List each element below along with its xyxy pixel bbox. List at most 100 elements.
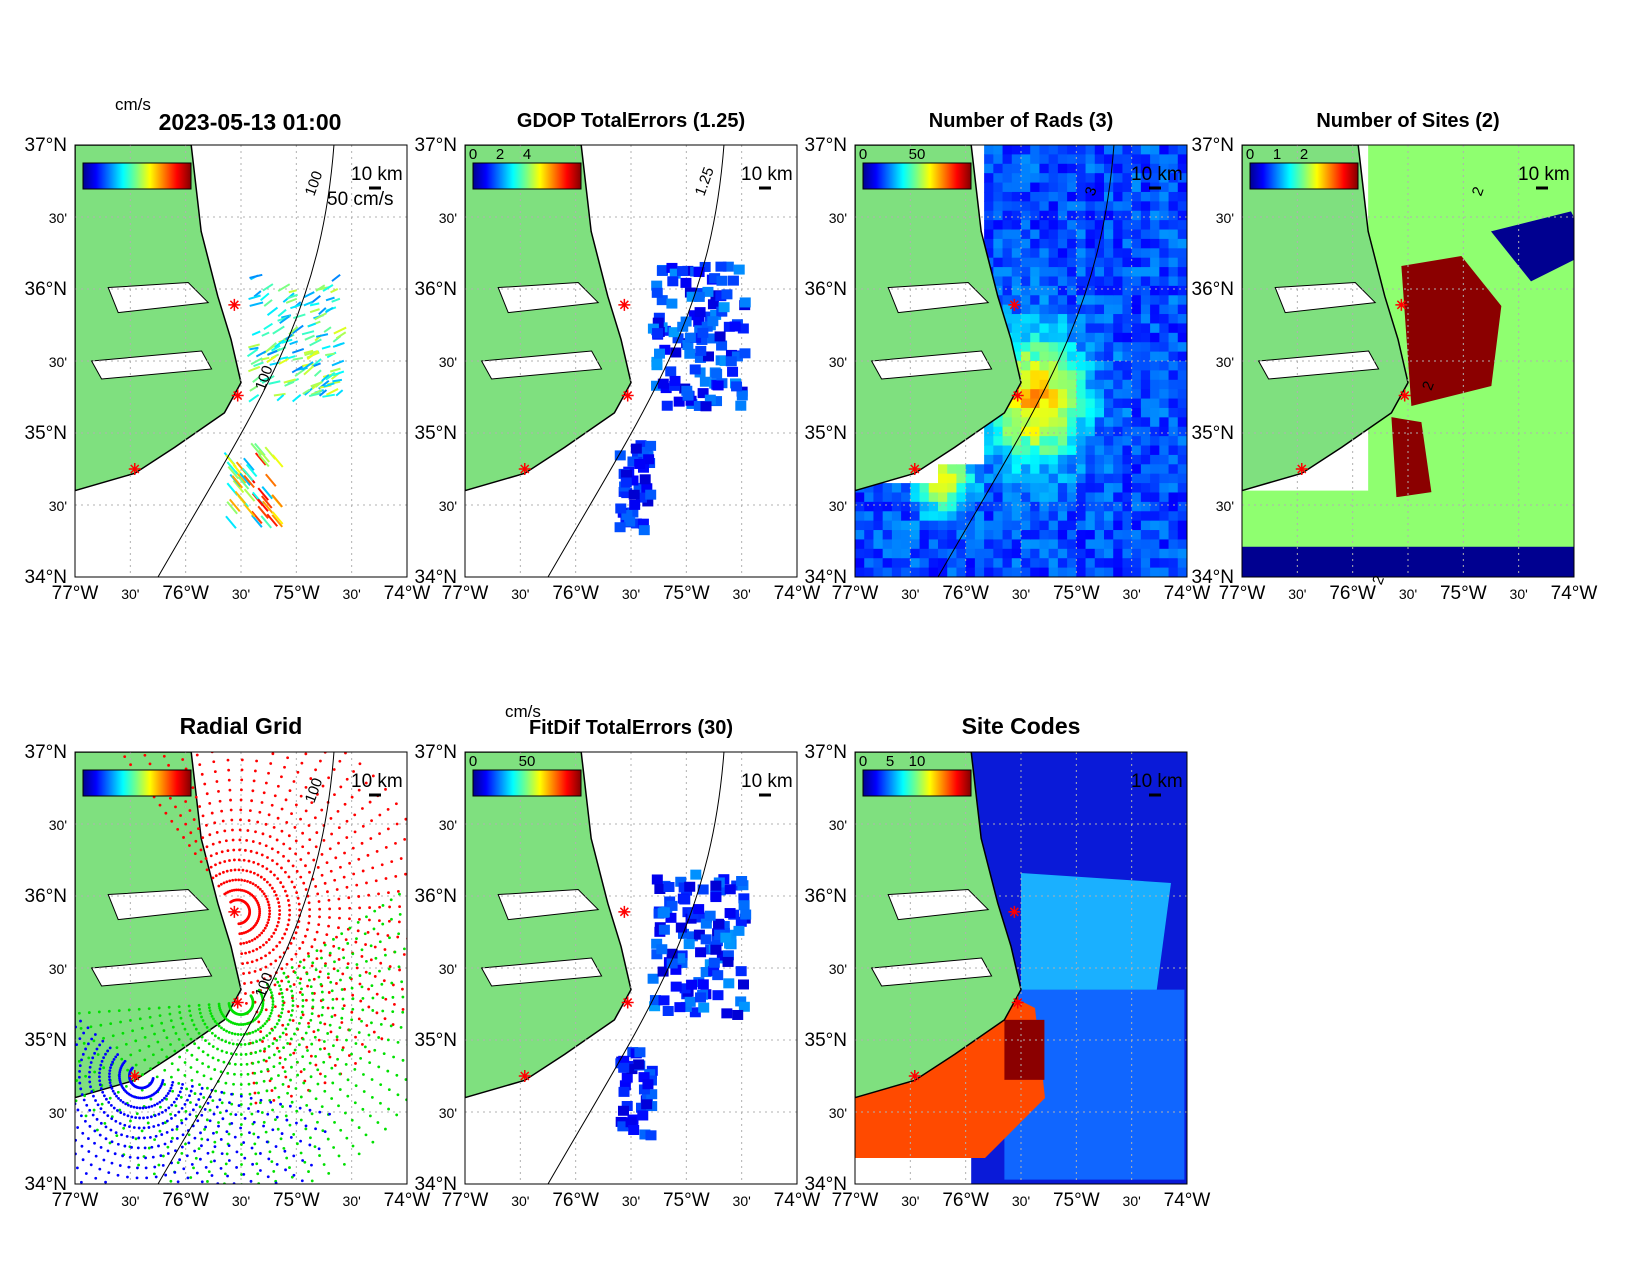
radial-grid-point — [383, 1017, 387, 1021]
radial-grid-point — [411, 1011, 414, 1014]
radial-grid-point — [190, 1018, 194, 1022]
error-cell — [689, 364, 701, 375]
nrads-cell — [901, 483, 911, 493]
nrads-cell — [1030, 182, 1040, 193]
radial-grid-point — [201, 1019, 205, 1022]
radial-grid-point — [255, 935, 259, 939]
nrads-cell — [901, 548, 911, 559]
radial-grid-point — [288, 1123, 292, 1127]
radial-grid-point — [401, 1058, 405, 1062]
radial-grid-point — [180, 1106, 184, 1110]
radial-grid-point — [396, 1093, 400, 1097]
radial-grid-point — [298, 1106, 302, 1110]
nrads-cell — [1030, 229, 1040, 240]
nrads-cell — [1104, 417, 1114, 428]
radial-grid-point — [404, 817, 407, 821]
radial-grid-point — [246, 1072, 250, 1076]
radial-grid-point — [158, 803, 162, 807]
radial-grid-point — [122, 1112, 126, 1116]
radial-grid-point — [271, 1128, 275, 1132]
radial-grid-point — [173, 1170, 177, 1174]
nrads-cell — [1140, 191, 1151, 202]
current-vector — [302, 388, 311, 395]
radial-grid-point — [79, 1019, 82, 1023]
current-vector — [248, 294, 261, 301]
nrads-cell — [1140, 454, 1151, 465]
radial-grid-point — [223, 860, 227, 863]
radial-grid-point — [30, 1164, 33, 1167]
nrads-cell — [1104, 182, 1114, 193]
radial-grid-point — [175, 1136, 179, 1140]
nrads-cell — [873, 548, 884, 559]
nrads-cell — [1076, 323, 1087, 334]
radial-grid-point — [5, 953, 8, 956]
radial-grid-point — [314, 768, 317, 772]
error-cell — [711, 368, 723, 379]
nrads-cell — [1085, 210, 1096, 221]
radial-grid-point — [222, 1091, 226, 1095]
radial-grid-point — [341, 1007, 345, 1011]
radial-grid-point — [72, 1120, 75, 1123]
nrads-cell — [1076, 267, 1087, 277]
radial-grid-point — [280, 967, 284, 971]
nrads-cell — [1030, 238, 1040, 249]
error-cell — [621, 488, 633, 499]
radial-grid-point — [332, 967, 336, 971]
current-vector — [277, 308, 287, 318]
radial-grid-point — [177, 1110, 181, 1114]
radial-grid-point — [324, 962, 327, 966]
error-cell — [633, 1059, 645, 1070]
nrads-cell — [1131, 201, 1142, 212]
radial-grid-point — [416, 924, 419, 927]
radial-grid-point — [143, 1036, 147, 1039]
nrads-cell — [1140, 389, 1151, 400]
radial-grid-point — [197, 1147, 201, 1151]
error-cell — [687, 908, 699, 919]
radial-grid-point — [402, 953, 406, 956]
current-vector — [301, 330, 315, 336]
radial-grid-point — [251, 1030, 255, 1034]
nrads-cell — [1076, 530, 1087, 540]
radial-grid-point — [6, 1146, 9, 1149]
radial-grid-point — [223, 829, 227, 833]
current-vector — [226, 461, 239, 475]
nrads-cell — [1150, 520, 1160, 531]
radial-grid-point — [266, 1112, 270, 1116]
radial-grid-point — [389, 1024, 393, 1028]
nrads-cell — [1030, 342, 1040, 353]
radial-grid-point — [321, 1006, 325, 1009]
nrads-cell — [1104, 361, 1114, 371]
current-vector — [309, 308, 320, 314]
nrads-cell — [1104, 323, 1114, 334]
radial-grid-point — [229, 798, 232, 802]
nrads-cell — [891, 501, 902, 512]
radial-grid-point — [254, 883, 258, 887]
radial-grid-point — [268, 909, 272, 913]
radial-grid-point — [75, 1138, 78, 1142]
radial-grid-point — [114, 1119, 118, 1123]
radial-grid-point — [259, 1030, 263, 1034]
radial-grid-point — [180, 1086, 183, 1090]
nrads-cell — [1021, 511, 1031, 522]
radial-grid-point — [378, 905, 382, 909]
radial-grid-point — [287, 834, 291, 838]
error-cell — [682, 339, 694, 350]
nrads-cell — [1076, 473, 1087, 484]
radial-grid-point — [131, 1029, 135, 1033]
nrads-cell — [1021, 220, 1031, 231]
radial-grid-point — [233, 1032, 237, 1036]
radial-grid-point — [37, 1158, 40, 1161]
radial-grid-point — [230, 1102, 234, 1106]
radial-grid-point — [245, 941, 249, 944]
nrads-cell — [1067, 548, 1077, 559]
nrads-cell — [1002, 530, 1013, 540]
radial-grid-point — [12, 959, 15, 962]
nrads-cell — [1150, 398, 1160, 409]
radial-grid-point — [348, 917, 351, 921]
radial-grid-point — [287, 980, 291, 984]
radial-grid-point — [13, 1040, 16, 1043]
nrads-cell — [1085, 558, 1096, 569]
radial-grid-point — [96, 1261, 99, 1264]
nrads-cell — [1113, 454, 1123, 465]
radial-grid-point — [237, 922, 241, 926]
